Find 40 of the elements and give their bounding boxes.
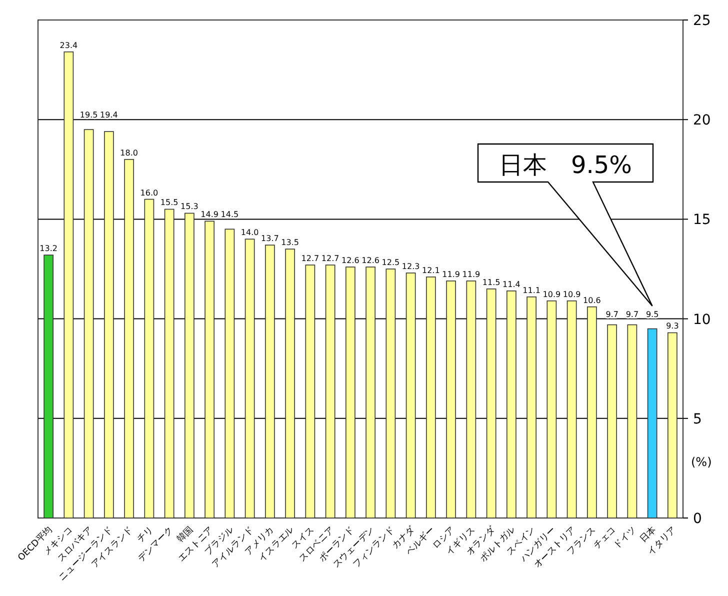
data-label: 23.4 xyxy=(60,40,78,50)
data-label: 13.5 xyxy=(281,238,299,248)
data-label: 16.0 xyxy=(140,188,158,198)
data-label: 10.9 xyxy=(562,290,581,299)
data-label: 9.5 xyxy=(646,310,659,319)
data-label: 12.7 xyxy=(301,254,320,264)
data-label: 10.6 xyxy=(583,296,601,305)
data-label: 9.7 xyxy=(626,310,639,319)
data-label: 11.9 xyxy=(442,270,460,279)
y-tick-label: 20 xyxy=(693,112,711,129)
data-label: 19.5 xyxy=(80,110,98,120)
data-label: 11.4 xyxy=(502,280,520,289)
y-tick-label: 25 xyxy=(693,13,711,29)
data-label: 13.7 xyxy=(261,234,279,244)
data-label: 18.0 xyxy=(120,148,138,158)
y-tick-label: 0 xyxy=(693,511,702,527)
data-label: 9.7 xyxy=(606,310,618,319)
data-label: 14.5 xyxy=(220,210,239,220)
y-tick-label: 5 xyxy=(693,411,702,428)
data-label: 11.5 xyxy=(482,278,500,287)
data-label: 12.1 xyxy=(422,266,440,275)
data-label: 12.7 xyxy=(321,254,340,264)
data-label: 13.2 xyxy=(40,244,58,254)
data-label: 15.3 xyxy=(180,202,198,212)
data-label: 15.5 xyxy=(160,198,178,208)
y-tick-label: 15 xyxy=(693,212,711,228)
data-label: 12.5 xyxy=(382,258,400,267)
y-tick-label: 10 xyxy=(693,312,711,328)
y-axis-title: (%) xyxy=(691,455,712,470)
data-label: 14.9 xyxy=(200,210,218,220)
annotation: 日本 9.5% xyxy=(499,151,632,179)
data-label: 11.9 xyxy=(462,270,480,279)
data-label: 19.4 xyxy=(100,110,118,120)
data-label: 9.3 xyxy=(666,322,679,331)
data-label: 12.6 xyxy=(362,256,380,266)
data-label: 12.6 xyxy=(342,256,360,266)
data-label: 12.3 xyxy=(402,262,420,271)
data-label: 11.1 xyxy=(522,286,540,295)
data-label: 14.0 xyxy=(240,228,259,238)
data-label: 10.9 xyxy=(542,290,561,299)
